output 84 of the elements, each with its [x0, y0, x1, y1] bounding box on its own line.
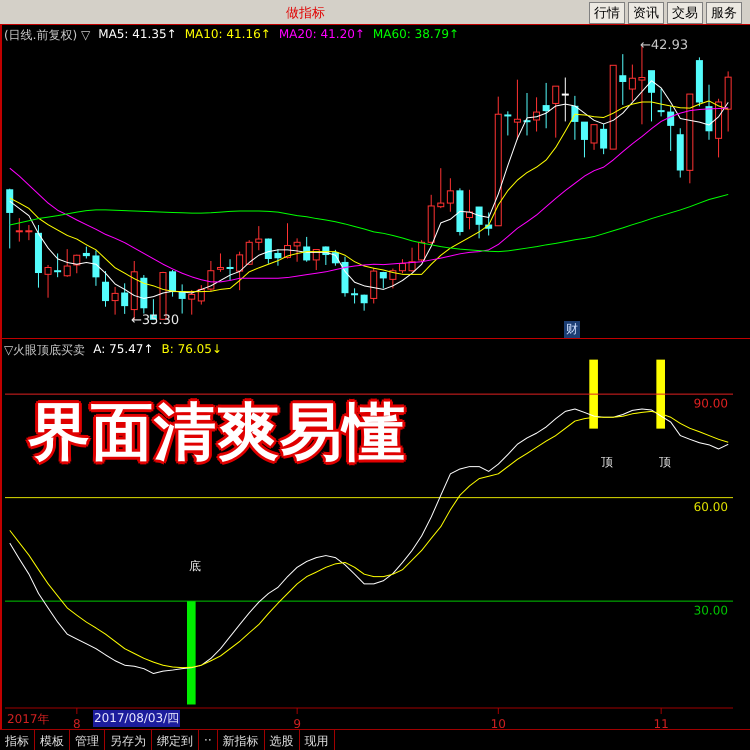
candlestick — [580, 122, 588, 158]
text: 交易 — [667, 2, 703, 24]
candlestick — [658, 88, 665, 117]
text: B: 76.05↓ — [162, 342, 222, 358]
candlestick — [73, 254, 80, 274]
ref-line-label: 90.00 — [694, 396, 728, 411]
candlestick — [236, 251, 244, 291]
candlestick — [207, 260, 214, 292]
x-tick-label: 10 — [490, 717, 506, 731]
candlestick — [446, 178, 454, 212]
candlestick — [552, 86, 560, 138]
annotation: 底 — [189, 558, 201, 575]
candlestick — [274, 248, 282, 266]
text: A: 75.47↑ — [93, 342, 154, 358]
candlestick — [82, 246, 90, 259]
text: 2017年 — [6, 711, 51, 728]
candlestick — [92, 250, 100, 286]
candlestick — [188, 290, 196, 316]
candlestick — [418, 240, 426, 262]
text: 资讯 — [628, 2, 664, 24]
candlestick — [648, 70, 656, 122]
annotation: 顶 — [601, 454, 613, 471]
text: 2017/08/03/四 — [93, 710, 180, 727]
candlestick — [398, 258, 406, 274]
candlestick — [226, 258, 234, 281]
text: 新指标 — [218, 730, 265, 750]
candlestick — [628, 64, 636, 102]
x-tick-label: 8 — [73, 717, 81, 731]
candlestick — [533, 96, 540, 132]
chart-title: (日线.前复权) ▽ — [4, 27, 90, 44]
candlestick — [437, 168, 444, 209]
text: 行情 — [589, 2, 625, 24]
annotation: 顶 — [659, 454, 671, 471]
candlestick — [64, 248, 71, 278]
candlestick — [514, 79, 521, 140]
candlestick — [504, 110, 512, 136]
candlestick — [476, 206, 483, 239]
candlestick — [380, 271, 387, 289]
candlestick — [667, 106, 674, 152]
candlestick — [485, 212, 492, 236]
candlestick — [6, 188, 14, 249]
text: 另存为 — [105, 730, 152, 750]
candlestick — [169, 270, 176, 298]
text: MA5: 41.35↑ — [98, 27, 177, 43]
text: 服务 — [706, 2, 742, 24]
candlestick — [102, 270, 110, 308]
candlestick — [590, 124, 598, 150]
text: MA10: 41.16↑ — [184, 27, 271, 43]
candlestick — [360, 294, 368, 312]
text: 模板 — [35, 730, 70, 750]
annotation: 财 — [564, 321, 580, 338]
annotation: 界面清爽易懂 — [28, 394, 406, 470]
candlestick — [54, 252, 62, 278]
text: ·· — [199, 730, 218, 750]
text: 选股 — [264, 730, 300, 750]
candlestick — [44, 264, 52, 298]
candlestick — [294, 238, 301, 262]
candlestick — [351, 288, 358, 304]
text: 管理 — [70, 730, 105, 750]
candlestick — [523, 92, 530, 136]
candlestick — [619, 54, 626, 106]
candlestick — [16, 218, 23, 242]
annotation: ←42.93 — [640, 38, 688, 53]
x-tick-label: 9 — [293, 717, 301, 731]
text: MA20: 41.20↑ — [278, 27, 365, 43]
candlestick — [600, 123, 608, 155]
annotation: ←35.30 — [131, 313, 180, 328]
x-tick-label: 11 — [654, 717, 669, 731]
text: 现用 — [300, 730, 335, 750]
ref-line-label: 30.00 — [694, 604, 728, 618]
text: MA60: 38.79↑ — [372, 27, 460, 43]
candlestick — [216, 252, 224, 272]
candlestick — [25, 224, 32, 241]
candlestick — [121, 282, 128, 314]
text: 指标 — [0, 730, 35, 750]
candlestick — [112, 286, 119, 316]
text: 绑定到 — [152, 730, 199, 750]
candlestick — [246, 240, 253, 266]
text: 做指标 — [286, 5, 325, 22]
chart-title: ▽火眼顶底买卖 — [4, 342, 86, 359]
candlestick — [255, 226, 262, 251]
ref-line-label: 60.00 — [694, 500, 728, 514]
candlestick — [542, 82, 550, 129]
candlestick — [389, 268, 396, 289]
